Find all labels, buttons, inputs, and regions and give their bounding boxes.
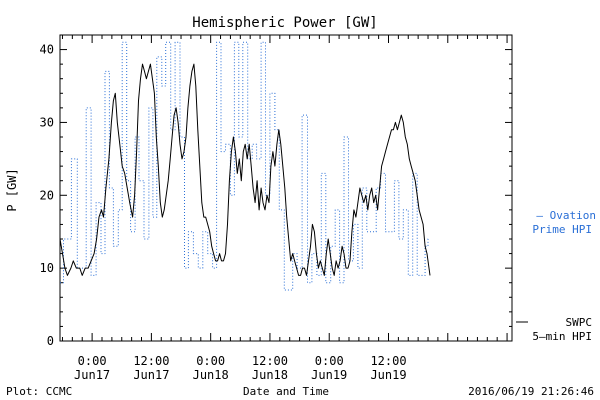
- legend-ovation-line2: Prime HPI: [532, 223, 592, 236]
- x-tick-date-label: Jun18: [252, 368, 288, 382]
- x-tick-time-label: 0:00: [315, 354, 344, 368]
- chart-title: Hemispheric Power [GW]: [192, 15, 377, 31]
- y-axis-ticks: 0 10 20 30 40: [40, 43, 512, 348]
- y-tick-label: 30: [40, 115, 54, 129]
- x-tick-date-label: Jun17: [133, 368, 169, 382]
- series-layer: [59, 41, 431, 291]
- x-tick-time-label: 0:00: [196, 354, 225, 368]
- y-tick-label: 0: [47, 334, 54, 348]
- y-tick-label: 40: [40, 43, 54, 57]
- x-tick-date-label: Jun17: [74, 368, 110, 382]
- x-axis-ticks: 0:00Jun1712:00Jun170:00Jun1812:00Jun180:…: [61, 35, 508, 382]
- y-tick-label: 10: [40, 261, 54, 275]
- series-ovation-prime-hpi: [60, 41, 430, 291]
- x-tick-time-label: 12:00: [133, 354, 169, 368]
- x-tick-date-label: Jun19: [311, 368, 347, 382]
- legend-swpc-line1: SWPC: [566, 316, 593, 329]
- x-tick-time-label: 0:00: [78, 354, 107, 368]
- plot-frame: [59, 34, 513, 342]
- footer-plot-credit: Plot: CCMC: [6, 385, 72, 398]
- legend-swpc-line2: 5–min HPI: [532, 330, 592, 343]
- x-tick-date-label: Jun19: [370, 368, 406, 382]
- x-tick-time-label: 12:00: [370, 354, 406, 368]
- y-axis-label: P [GW]: [5, 168, 19, 211]
- x-tick-date-label: Jun18: [193, 368, 229, 382]
- legend-ovation-line1: – Ovation: [536, 209, 596, 222]
- y-tick-label: 20: [40, 188, 54, 202]
- footer-timestamp: 2016/06/19 21:26:46: [468, 385, 594, 398]
- series-swpc-5min-hpi: [59, 63, 431, 276]
- x-axis-label: Date and Time: [243, 385, 329, 398]
- x-tick-time-label: 12:00: [252, 354, 288, 368]
